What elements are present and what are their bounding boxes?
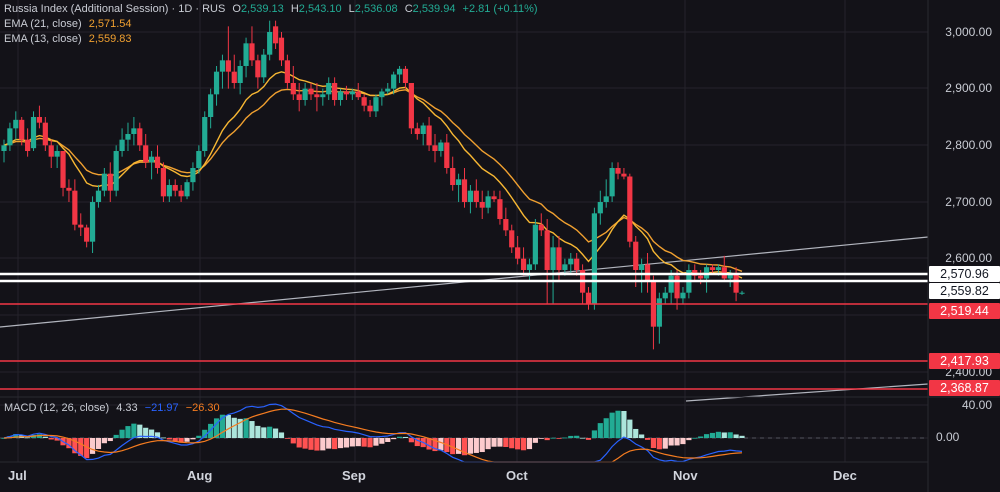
indicator-value: 2,571.54 (88, 18, 132, 30)
trendlines[interactable] (0, 236, 929, 402)
price-tick: 3,000.00 (945, 25, 992, 39)
high-key: H (290, 3, 299, 15)
horizontal-levels[interactable] (0, 272, 928, 390)
price-tick: 2,800.00 (945, 138, 992, 152)
time-label-jul: Jul (8, 468, 27, 483)
indicator-ema13[interactable]: EMA (13, close) 2,559.83 (4, 32, 538, 47)
macd-tick: 0.00 (936, 430, 960, 444)
symbol-title[interactable]: Russia Index (Additional Session) · 1D ·… (4, 3, 226, 15)
macd-tick: 40.00 (961, 398, 992, 412)
time-label-aug: Aug (187, 468, 213, 483)
time-label-sep: Sep (342, 468, 366, 483)
price-tag-level[interactable]: 2,417.93 (929, 353, 1000, 369)
indicator-label: EMA (21, close) (4, 18, 82, 30)
macd-signal-value: −26.30 (185, 402, 220, 414)
price-tick: 2,700.00 (945, 195, 992, 209)
time-label-oct: Oct (506, 468, 528, 483)
macd-histogram-value: 4.33 (116, 402, 138, 414)
low-value: 2,536.08 (354, 3, 398, 15)
close-value: 2,539.94 (412, 3, 456, 15)
price-tick: 2,600.00 (945, 251, 992, 265)
ema-lines (3, 71, 743, 279)
change-value: +2.81 (+0.11%) (462, 3, 538, 15)
price-tag-level[interactable]: 2,368.87 (929, 380, 1000, 396)
macd-line-value: −21.97 (144, 402, 179, 414)
open-value: 2,539.13 (240, 3, 284, 15)
macd-pane (0, 403, 928, 463)
indicator-ema21[interactable]: EMA (21, close) 2,571.54 (4, 17, 538, 32)
high-value: 2,543.10 (298, 3, 342, 15)
low-key: L (348, 3, 355, 15)
indicator-label: EMA (13, close) (4, 33, 82, 45)
time-label-nov: Nov (673, 468, 698, 483)
chart-legend: Russia Index (Additional Session) · 1D ·… (4, 2, 538, 47)
open-key: O (232, 3, 241, 15)
symbol-row: Russia Index (Additional Session) · 1D ·… (4, 2, 538, 17)
close-key: C (404, 3, 413, 15)
macd-label: MACD (12, 26, close) (4, 402, 110, 414)
grid-lines (0, 0, 928, 462)
time-label-dec: Dec (833, 468, 857, 483)
candlestick-series (1, 20, 745, 350)
macd-legend[interactable]: MACD (12, 26, close) 4.33 −21.97 −26.30 (4, 402, 220, 414)
price-tick: 2,900.00 (945, 81, 992, 95)
price-tag-level[interactable]: 2,519.44 (929, 303, 1000, 319)
price-tag-level[interactable]: 2,559.82 (929, 283, 1000, 299)
indicator-value: 2,559.83 (88, 33, 132, 45)
price-tag-level[interactable]: 2,570.96 (929, 266, 1000, 282)
